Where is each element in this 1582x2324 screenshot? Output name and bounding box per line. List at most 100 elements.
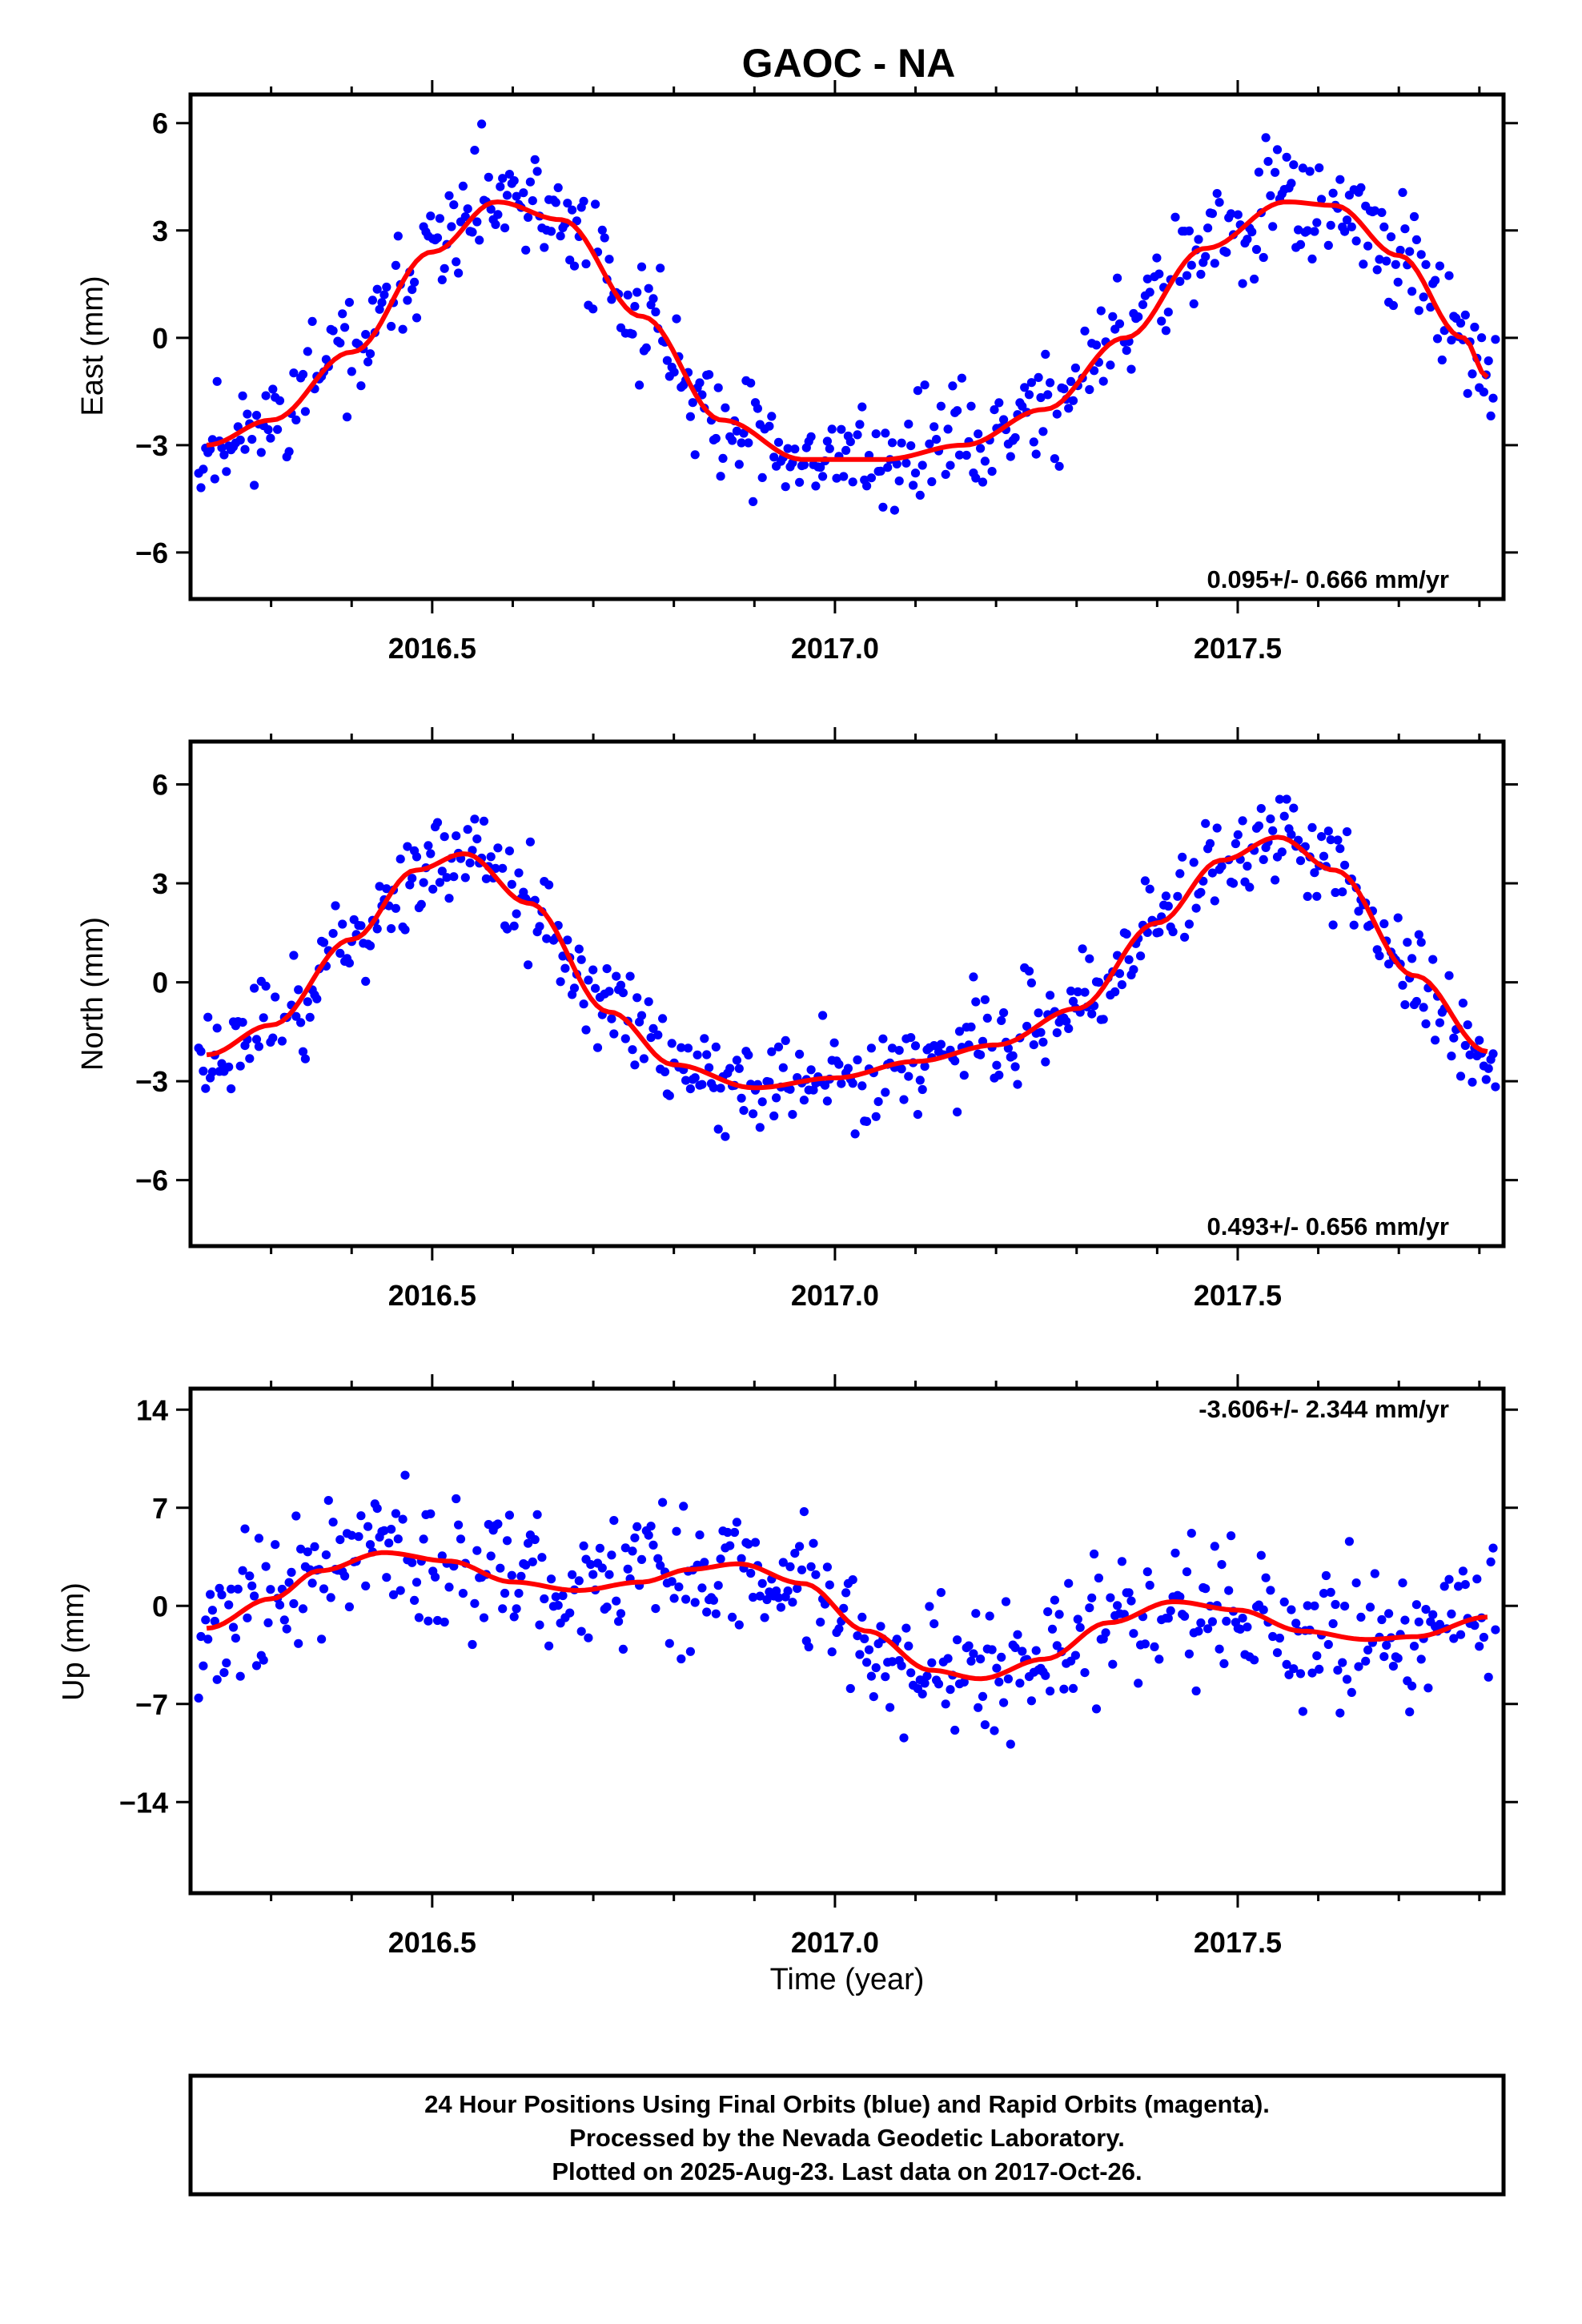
data-point — [458, 1589, 468, 1598]
data-point — [372, 1504, 382, 1514]
data-point — [1289, 160, 1299, 170]
data-point — [1400, 224, 1410, 234]
data-point — [563, 199, 572, 208]
data-point — [1268, 222, 1278, 231]
data-point — [251, 1661, 262, 1671]
data-point — [878, 502, 888, 512]
data-point — [1291, 1618, 1301, 1628]
data-point — [1038, 427, 1048, 436]
data-point — [245, 1054, 255, 1063]
data-point — [1335, 175, 1345, 184]
data-point — [915, 1076, 925, 1085]
data-point — [206, 1590, 215, 1599]
data-point — [1070, 1651, 1080, 1660]
data-point — [816, 462, 825, 472]
data-point — [1191, 1686, 1201, 1696]
data-point — [1018, 1647, 1027, 1656]
data-point — [431, 1572, 440, 1582]
data-point — [1129, 1629, 1138, 1638]
data-point — [1363, 241, 1373, 251]
data-point — [235, 1061, 245, 1071]
data-point — [551, 1592, 560, 1602]
data-point — [1384, 959, 1394, 969]
data-point — [1259, 252, 1268, 263]
data-point — [1168, 927, 1178, 937]
data-point — [305, 1012, 315, 1022]
data-point — [897, 438, 906, 448]
data-point — [1333, 835, 1343, 845]
data-point — [1488, 393, 1498, 403]
y-tick-label: −6 — [135, 537, 168, 569]
data-point — [460, 873, 470, 883]
data-point — [913, 386, 922, 396]
data-point — [452, 257, 461, 267]
data-point — [783, 444, 793, 453]
data-point — [1106, 1593, 1115, 1602]
data-point — [1398, 187, 1407, 197]
data-point — [1277, 847, 1287, 857]
data-point — [568, 205, 577, 215]
data-point — [396, 1586, 405, 1595]
data-point — [435, 878, 445, 887]
data-point — [999, 1008, 1009, 1018]
data-point — [1085, 1603, 1094, 1613]
data-point — [224, 1062, 234, 1072]
data-point — [614, 1617, 624, 1626]
data-point — [1201, 1584, 1211, 1594]
data-point — [1439, 1582, 1449, 1591]
data-point — [930, 1041, 939, 1051]
data-point — [757, 1578, 767, 1588]
data-point — [1026, 1696, 1036, 1706]
data-point — [530, 155, 540, 164]
data-point — [493, 843, 503, 853]
data-point — [1106, 360, 1115, 370]
data-point — [496, 182, 505, 191]
data-point — [804, 1642, 813, 1652]
data-point — [1059, 1684, 1069, 1694]
y-axis-label: East (mm) — [76, 275, 110, 416]
data-point — [697, 1583, 707, 1593]
data-point — [795, 477, 805, 487]
data-point — [1085, 954, 1094, 963]
data-point — [1416, 1655, 1426, 1664]
data-point — [943, 1654, 953, 1663]
data-point — [1233, 830, 1243, 839]
data-point — [1312, 1651, 1322, 1661]
data-point — [238, 1566, 247, 1575]
data-point — [1263, 157, 1273, 167]
data-point — [1261, 1573, 1271, 1582]
data-point — [491, 219, 500, 229]
data-point — [363, 1522, 373, 1531]
data-point — [1094, 978, 1103, 987]
data-point — [1090, 366, 1099, 376]
data-point — [1315, 163, 1324, 173]
data-point — [1196, 269, 1206, 279]
data-point — [980, 995, 990, 1004]
data-point — [1228, 879, 1239, 888]
data-point — [1222, 247, 1231, 257]
data-point — [261, 391, 271, 400]
data-point — [713, 1581, 723, 1590]
data-point — [930, 1619, 939, 1629]
data-point — [1347, 1687, 1356, 1697]
data-point — [1046, 991, 1055, 1000]
data-point — [1129, 965, 1138, 975]
data-point — [829, 1038, 839, 1047]
data-point — [839, 1603, 849, 1613]
data-point — [502, 191, 512, 200]
data-point — [574, 944, 584, 954]
data-point — [1275, 1633, 1284, 1643]
data-point — [1268, 1631, 1278, 1642]
y-tick-label: 7 — [152, 1492, 168, 1525]
data-point — [857, 1612, 867, 1622]
data-point — [825, 1580, 834, 1590]
y-tick-label: 0 — [152, 322, 168, 355]
data-point — [773, 437, 784, 447]
data-point — [848, 477, 857, 487]
data-point — [1384, 1609, 1394, 1618]
data-point — [932, 435, 942, 444]
data-point — [1227, 209, 1236, 219]
data-point — [1458, 1566, 1468, 1576]
data-point — [1203, 1624, 1213, 1634]
data-point — [936, 1039, 946, 1049]
